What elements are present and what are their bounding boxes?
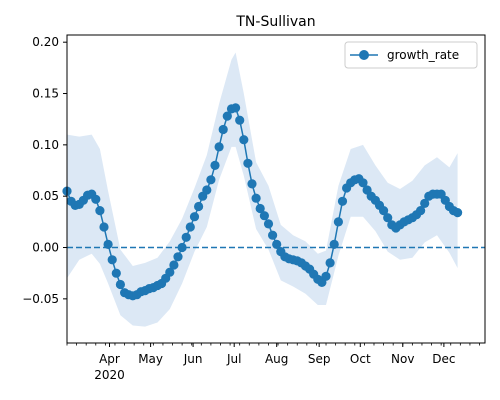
data-point	[416, 206, 426, 216]
data-point	[177, 242, 187, 253]
x-tick-label: Sep	[308, 352, 331, 366]
y-tick-label: 0.10	[32, 138, 59, 152]
data-point	[247, 179, 257, 189]
x-tick-label: Aug	[265, 352, 288, 366]
data-point	[214, 142, 224, 152]
x-tick-label: Apr	[99, 352, 120, 366]
data-point	[111, 268, 121, 278]
x-axis-ticks: Apr 2020 May Jun Jul Aug Sep Oct Nov Dec	[66, 343, 480, 382]
y-tick-label: 0.20	[32, 35, 59, 49]
data-point	[263, 219, 274, 229]
data-point	[325, 258, 335, 268]
data-point	[185, 222, 195, 232]
data-point	[321, 271, 331, 281]
data-point	[210, 160, 220, 170]
legend-frame	[344, 41, 478, 69]
x-tick-label: Dec	[432, 352, 455, 366]
data-point	[358, 178, 368, 188]
data-point	[194, 201, 204, 212]
data-point	[206, 175, 216, 185]
data-point	[173, 252, 183, 262]
confidence-band-layer	[67, 52, 458, 327]
legend: growth_rate	[344, 41, 478, 69]
x-tick-label: Jun	[183, 352, 203, 366]
axes-layer	[66, 34, 486, 344]
data-point	[333, 217, 343, 227]
plot-frame	[66, 34, 486, 344]
x-tick-label: Oct	[350, 352, 371, 366]
data-point	[222, 111, 232, 121]
data-point	[337, 196, 348, 206]
series-layer	[62, 103, 463, 301]
y-tick-label: 0.05	[32, 189, 59, 203]
y-tick-label: −0.05	[22, 292, 59, 306]
data-point	[272, 239, 282, 249]
data-point	[95, 206, 105, 216]
data-point	[243, 158, 253, 168]
data-point	[453, 208, 463, 218]
data-point	[239, 135, 249, 145]
data-point	[379, 206, 389, 216]
data-point	[329, 239, 339, 249]
data-point	[99, 222, 109, 232]
data-point	[218, 124, 228, 135]
x-tick-label: Nov	[391, 352, 414, 366]
data-point	[169, 260, 179, 270]
y-tick-label: 0.15	[32, 87, 59, 101]
data-point	[255, 203, 265, 214]
legend-label: growth_rate	[387, 48, 459, 62]
data-point	[189, 212, 200, 222]
chart-title: TN-Sullivan	[235, 14, 315, 30]
y-axis-ticks: −0.05 0.00 0.05 0.10 0.15 0.20	[22, 35, 67, 306]
data-point	[251, 193, 261, 203]
data-point	[268, 230, 278, 240]
data-point	[91, 194, 101, 204]
data-point	[165, 267, 175, 277]
data-point	[420, 198, 430, 208]
data-point	[259, 211, 269, 221]
data-point	[383, 213, 393, 223]
x-tick-label: Jul	[226, 352, 241, 366]
confidence-band	[67, 52, 458, 327]
data-point	[103, 239, 113, 249]
data-point	[181, 232, 191, 242]
x-tick-sublabel: 2020	[94, 368, 125, 382]
data-point	[115, 279, 125, 290]
data-point	[202, 185, 212, 195]
data-point	[235, 115, 245, 125]
data-point	[107, 255, 117, 265]
legend-marker-sample	[359, 50, 369, 60]
y-tick-label: 0.00	[32, 241, 59, 255]
x-tick-label: May	[138, 352, 163, 366]
data-point	[231, 103, 241, 113]
